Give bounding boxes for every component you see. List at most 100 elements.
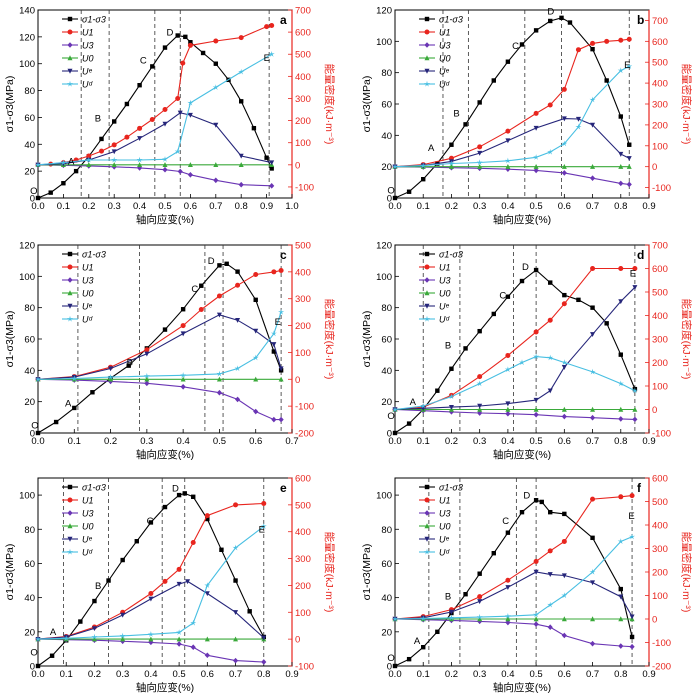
data-point xyxy=(175,33,180,38)
panel-label: f xyxy=(637,481,642,495)
data-point xyxy=(180,384,186,390)
data-point xyxy=(505,577,511,583)
data-point xyxy=(420,615,427,622)
data-point xyxy=(547,388,553,394)
stage-point-label: C xyxy=(191,284,198,295)
data-point xyxy=(190,644,196,650)
data-point xyxy=(618,266,624,271)
legend-marker xyxy=(424,55,430,61)
data-point xyxy=(175,95,181,101)
data-point xyxy=(180,60,186,66)
data-point xyxy=(448,409,455,415)
legend-label: U3 xyxy=(439,509,451,519)
data-point xyxy=(505,410,511,417)
data-point xyxy=(618,37,624,43)
data-point xyxy=(547,354,554,361)
x-tick-label: 0.0 xyxy=(388,201,401,212)
x-tick-label: 0.3 xyxy=(140,436,153,447)
y-right-tick-label: 600 xyxy=(295,474,311,485)
data-point xyxy=(261,659,267,665)
series-line xyxy=(394,408,635,420)
data-point xyxy=(477,100,482,105)
legend-label: U3 xyxy=(82,509,94,519)
data-point xyxy=(604,78,609,83)
data-point xyxy=(406,656,412,662)
data-point xyxy=(119,632,126,639)
data-point xyxy=(251,125,257,131)
legend-marker xyxy=(67,251,73,257)
data-point xyxy=(219,547,224,552)
data-point xyxy=(216,370,223,377)
series-line xyxy=(394,571,633,620)
data-point xyxy=(547,548,553,554)
y-left-tick-label: 0 xyxy=(387,429,392,440)
legend-label: Uᵉ xyxy=(82,535,92,545)
legend-label: U0 xyxy=(439,289,451,299)
legend-marker xyxy=(67,29,73,35)
y-left-tick-label: 100 xyxy=(376,37,392,48)
y-left-tick-label: 100 xyxy=(19,59,35,70)
stage-point-label: E xyxy=(275,317,281,328)
data-point xyxy=(476,613,483,620)
data-point xyxy=(589,640,596,647)
data-point xyxy=(278,308,285,315)
y-right-axis-label: 能量密度(kJ·m⁻³) xyxy=(323,64,336,145)
stage-point-label: A xyxy=(65,398,72,409)
data-point xyxy=(533,125,539,131)
y-right-tick-label: 0 xyxy=(652,405,657,416)
y-right-tick-label: 700 xyxy=(652,241,668,252)
data-point xyxy=(618,163,624,169)
data-point xyxy=(92,598,97,604)
x-tick-label: 0.0 xyxy=(31,436,44,447)
data-point xyxy=(618,352,623,357)
data-point xyxy=(190,619,197,626)
x-tick-label: 0.3 xyxy=(473,436,486,447)
y-right-tick-label: 400 xyxy=(295,267,311,278)
y-right-tick-label: 500 xyxy=(295,500,311,511)
x-tick-label: 0.1 xyxy=(417,436,430,447)
data-point xyxy=(505,616,511,622)
y-left-tick-label: 120 xyxy=(19,32,35,43)
data-point xyxy=(191,494,196,499)
data-point xyxy=(617,538,624,545)
data-point xyxy=(137,125,143,131)
legend-label: U0 xyxy=(82,522,94,532)
data-point xyxy=(253,272,259,278)
y-left-tick-label: 20 xyxy=(381,162,392,173)
data-point xyxy=(34,635,42,642)
data-point xyxy=(421,177,426,182)
x-tick-label: 0.5 xyxy=(173,669,186,680)
data-point xyxy=(176,629,183,636)
data-point xyxy=(505,163,511,169)
x-axis-label: 轴向应变(%) xyxy=(493,213,551,226)
stage-point-label: C xyxy=(147,516,154,527)
data-point xyxy=(491,311,496,317)
data-point xyxy=(233,578,238,583)
data-point xyxy=(476,380,483,387)
data-point xyxy=(533,167,539,174)
data-point xyxy=(561,86,567,92)
data-point xyxy=(162,121,168,127)
panel-label: e xyxy=(280,481,287,495)
data-point xyxy=(63,635,70,641)
legend-marker xyxy=(67,55,73,61)
x-tick-label: 0.0 xyxy=(31,201,44,212)
x-tick-label: 0.7 xyxy=(229,669,242,680)
y-left-tick-label: 100 xyxy=(376,272,392,283)
data-point xyxy=(547,572,553,578)
data-point xyxy=(533,28,539,33)
legend-label: U1 xyxy=(439,496,451,506)
stage-point-label: B xyxy=(95,581,101,592)
data-point xyxy=(533,267,539,273)
y-right-tick-label: 500 xyxy=(652,288,668,299)
y-left-tick-label: 20 xyxy=(24,627,35,638)
data-point xyxy=(406,421,412,426)
series-line xyxy=(394,269,636,434)
data-point xyxy=(448,163,454,169)
data-point xyxy=(561,632,567,639)
data-point xyxy=(71,375,78,382)
data-point xyxy=(216,376,222,382)
x-tick-label: 0.2 xyxy=(445,436,458,447)
x-tick-label: 0.4 xyxy=(501,436,514,447)
data-point xyxy=(49,653,55,658)
